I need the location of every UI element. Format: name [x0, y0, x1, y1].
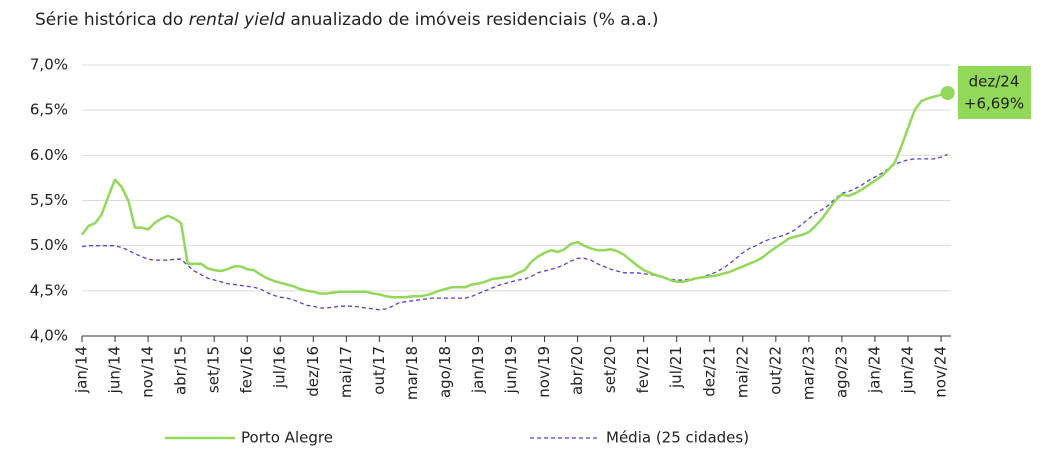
y-tick-label: 6.0%	[30, 146, 68, 164]
x-tick-label: mar/23	[799, 346, 817, 400]
x-tick-label: dez/16	[304, 346, 322, 397]
annotation-text: dez/24	[969, 73, 1020, 91]
x-tick-label: dez/21	[700, 346, 718, 397]
x-tick-label: out/17	[370, 346, 388, 395]
x-tick-label: mar/18	[403, 346, 421, 400]
x-tick-label: jun/14	[106, 346, 124, 394]
y-tick-label: 4,5%	[30, 281, 68, 299]
y-tick-label: 6,5%	[30, 101, 68, 119]
annotation-text: +6,69%	[964, 95, 1024, 113]
y-tick-label: 5.0%	[30, 236, 68, 254]
x-tick-label: ago/23	[832, 346, 850, 398]
legend-label: Média (25 cidades)	[606, 429, 749, 447]
x-tick-label: nov/24	[932, 346, 950, 398]
y-tick-label: 7,0%	[30, 56, 68, 74]
end-point	[940, 86, 955, 101]
x-tick-label: out/22	[766, 346, 784, 395]
x-tick-label: abr/15	[172, 346, 190, 395]
x-tick-label: jan/24	[865, 346, 883, 394]
series-line	[81, 153, 948, 311]
x-tick-label: nov/19	[535, 346, 553, 398]
title-part: rental yield	[189, 10, 285, 30]
y-tick-label: 4,0%	[30, 327, 68, 345]
x-tick-label: jul/16	[271, 346, 289, 389]
x-tick-label: set/15	[205, 346, 223, 393]
x-tick-label: jun/19	[502, 346, 520, 394]
chart-title: Série histórica do rental yield anualiza…	[35, 10, 659, 30]
x-tick-label: jun/24	[899, 346, 917, 394]
x-tick-label: abr/20	[568, 346, 586, 395]
legend-label: Porto Alegre	[241, 429, 333, 447]
x-tick-label: jan/19	[469, 346, 487, 394]
title-part: Série histórica do	[35, 10, 189, 30]
x-tick-label: jan/14	[73, 346, 91, 394]
x-tick-label: set/20	[601, 346, 619, 393]
x-tick-label: mai/17	[337, 346, 355, 398]
x-tick-label: fev/16	[238, 346, 256, 394]
title-part: anualizado de imóveis residenciais (% a.…	[285, 10, 659, 30]
annotation-box	[958, 66, 1031, 119]
series-line	[80, 91, 948, 299]
x-tick-label: fev/21	[634, 346, 652, 394]
x-tick-label: nov/14	[139, 346, 157, 398]
x-tick-label: ago/18	[436, 346, 454, 398]
y-tick-label: 5,5%	[30, 191, 68, 209]
x-tick-label: mai/22	[733, 346, 751, 398]
x-tick-label: jul/21	[667, 346, 685, 389]
